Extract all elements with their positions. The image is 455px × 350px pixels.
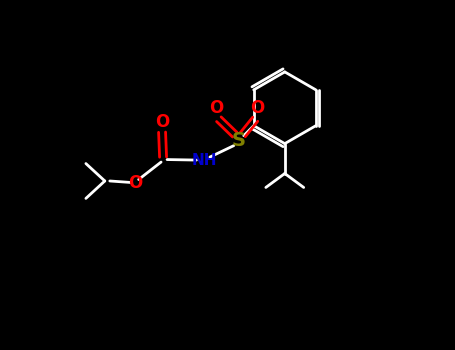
Text: O: O [129, 174, 143, 193]
Text: O: O [209, 99, 223, 117]
Text: NH: NH [191, 153, 217, 168]
Text: O: O [251, 99, 265, 117]
Text: O: O [155, 113, 169, 131]
Text: S: S [232, 131, 246, 150]
